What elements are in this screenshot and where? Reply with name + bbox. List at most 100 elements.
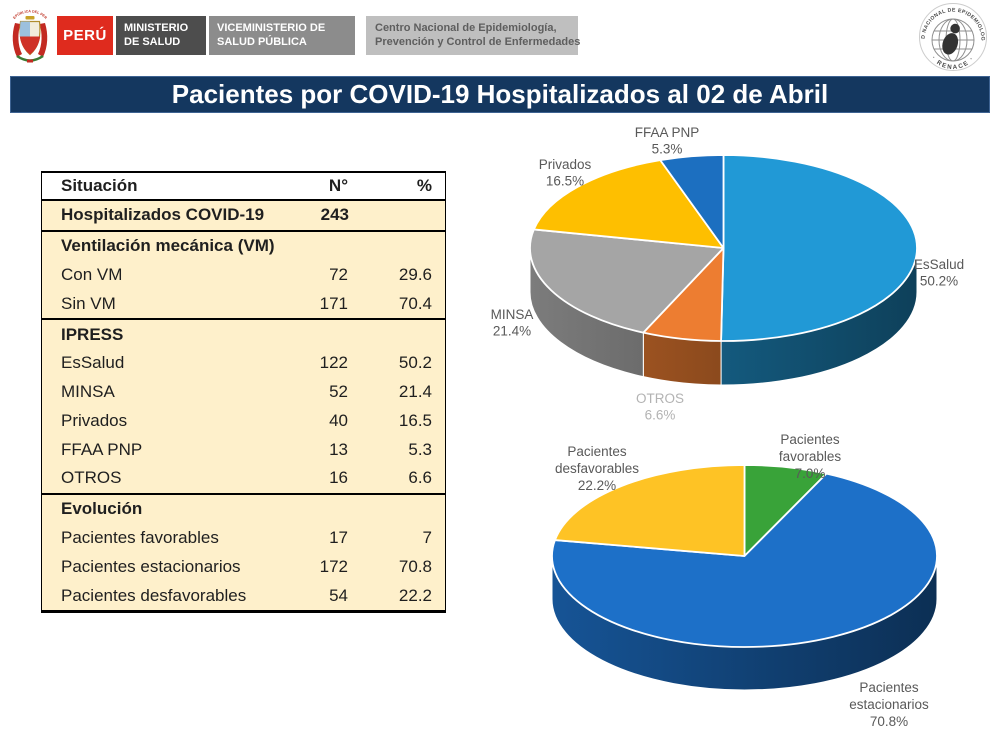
row-n: 17 (329, 527, 348, 547)
evolution-pie-svg: Pacientes favorables 7.0% Pacientes estacion… (551, 432, 938, 729)
header-bar: REPÚBLICA DEL PERÚ PERÚ MINISTERIO DE SA… (0, 0, 1000, 72)
peru-wordmark: PERÚ (57, 16, 113, 55)
row-pct: 21.4 (398, 382, 432, 402)
coat-field-cornucopia (19, 36, 41, 55)
pie-slices (551, 464, 938, 648)
pie-slice-label: Pacientes desfavorables 22.2% (555, 444, 639, 493)
row-pct: 70.4 (398, 293, 432, 313)
table-header-row: Situación N° % (42, 173, 445, 201)
row-n: 172 (319, 556, 348, 576)
row-label: Pacientes favorables (61, 527, 219, 547)
row-label: Con VM (61, 264, 123, 284)
coat-field-vicuna (19, 21, 30, 37)
table-row-otros: OTROS 16 6.6 (42, 464, 445, 495)
table-row-ipress-header: IPRESS (42, 320, 445, 349)
column-header-n: N° (328, 176, 348, 195)
row-pct: 50.2 (398, 353, 432, 373)
pie-slice (720, 154, 918, 342)
peru-coat-of-arms-icon: REPÚBLICA DEL PERÚ (8, 4, 48, 63)
page-title: Pacientes por COVID-19 Hospitalizados al… (171, 79, 829, 109)
title-banner: Pacientes por COVID-19 Hospitalizados al… (10, 76, 990, 113)
cdc-line-2: Prevención y Control de Enfermedades (375, 35, 581, 48)
row-n: 54 (329, 585, 348, 605)
pie-labels: Pacientes favorables 7.0% Pacientes estacion… (555, 432, 929, 729)
row-label: Hospitalizados COVID-19 (61, 205, 265, 225)
row-pct: 7 (422, 527, 432, 547)
pie-slice-label: MINSA 21.4% (491, 307, 534, 339)
row-label: Pacientes desfavorables (61, 585, 247, 605)
row-label: Pacientes estacionarios (61, 556, 241, 576)
row-n: 16 (329, 468, 348, 488)
coat-flag-left (12, 23, 22, 57)
table-row-con-vm: Con VM 72 29.6 (42, 261, 445, 290)
table-row-estacionarios: Pacientes estacionarios 172 70.8 (42, 552, 445, 581)
pie-labels: EsSalud 50.2% OTROS 6.6% MINSA 21.4% Privados 1… (491, 125, 965, 423)
row-n: 52 (329, 382, 348, 402)
viceministry-box: VICEMINISTERIO DE SALUD PÚBLICA (209, 16, 355, 55)
viceministry-line-1: VICEMINISTERIO DE (217, 22, 326, 34)
row-label: MINSA (61, 382, 115, 402)
row-pct: 6.6 (408, 468, 432, 488)
table-row-favorables: Pacientes favorables 17 7 (42, 524, 445, 553)
pie-slice (529, 228, 725, 334)
row-n: 13 (329, 439, 348, 459)
row-label: FFAA PNP (61, 439, 143, 459)
pie-slice-label: Pacientes favorables 7.0% (779, 432, 842, 481)
coat-flag-right (38, 23, 48, 57)
cdc-center-box: Centro Nacional de Epidemiología, Preven… (366, 16, 581, 55)
table-row-ventilacion-header: Ventilación mecánica (VM) (42, 232, 445, 261)
pie-slice-label: EsSalud 50.2% (914, 257, 964, 289)
table-row-privados: Privados 40 16.5 (42, 406, 445, 435)
row-pct: 70.8 (398, 556, 432, 576)
table-row-sin-vm: Sin VM 171 70.4 (42, 289, 445, 321)
pie-slice-label: Privados 16.5% (539, 157, 592, 189)
pie-slice-label: OTROS 6.6% (636, 391, 684, 423)
table-row-evolucion-header: Evolución (42, 495, 445, 524)
cdc-line-1: Centro Nacional de Epidemiología, (375, 22, 557, 34)
row-label: Sin VM (61, 293, 116, 313)
pie-slice (551, 472, 938, 648)
pie-depth-walls (529, 247, 918, 386)
column-header-pct: % (416, 176, 432, 195)
row-n: 40 (329, 410, 348, 430)
pie-slice (532, 159, 725, 249)
row-n: 171 (319, 293, 348, 313)
row-label: IPRESS (61, 324, 124, 344)
situation-table: Situación N° % Hospitalizados COVID-19 2… (41, 171, 446, 613)
pie-slice-label: FFAA PNP 5.3% (635, 125, 700, 157)
pie-slice-label: Pacientes estacionarios 70.8% (849, 680, 929, 729)
table-row-minsa: MINSA 52 21.4 (42, 378, 445, 407)
ministry-box: MINISTERIO DE SALUD (116, 16, 206, 55)
pie-slices (529, 154, 918, 342)
row-label: Privados (61, 410, 128, 430)
coat-crown (25, 16, 35, 20)
viceministry-line-2: SALUD PÚBLICA (217, 35, 307, 48)
evolution-pie-chart: Pacientes favorables 7.0% Pacientes estacion… (480, 420, 1000, 750)
row-label: Evolución (61, 499, 143, 519)
row-label: OTROS (61, 468, 122, 488)
ministry-line-2: DE SALUD (124, 35, 181, 48)
row-label: EsSalud (61, 353, 125, 373)
ministry-line-1: MINISTERIO (124, 22, 189, 34)
table-row-desfavorables: Pacientes desfavorables 54 22.2 (42, 581, 445, 610)
table-row-ffaa-pnp: FFAA PNP 13 5.3 (42, 435, 445, 464)
pie-slice (659, 154, 725, 249)
row-label: Ventilación mecánica (VM) (61, 236, 275, 256)
peru-label: PERÚ (63, 27, 107, 44)
row-n: 72 (329, 264, 348, 284)
ipress-pie-chart: EsSalud 50.2% OTROS 6.6% MINSA 21.4% Privados 1… (480, 118, 1000, 430)
table-row-hospitalizados: Hospitalizados COVID-19 243 (42, 201, 445, 232)
renace-logo: RED NACIONAL DE EPIDEMIOLOGIA · RENACE · (915, 1, 987, 71)
row-pct: 29.6 (398, 264, 432, 284)
footprint-icon (942, 23, 960, 55)
row-pct: 16.5 (398, 410, 432, 430)
table-row-essalud: EsSalud 122 50.2 (42, 349, 445, 378)
row-n: 243 (320, 205, 349, 225)
row-n: 122 (319, 353, 348, 373)
column-header-situacion: Situación (61, 176, 138, 195)
row-pct: 22.2 (398, 585, 432, 605)
row-pct: 5.3 (408, 439, 432, 459)
coat-ribbon (27, 59, 33, 63)
ipress-pie-svg: EsSalud 50.2% OTROS 6.6% MINSA 21.4% Privados 1… (491, 125, 965, 423)
